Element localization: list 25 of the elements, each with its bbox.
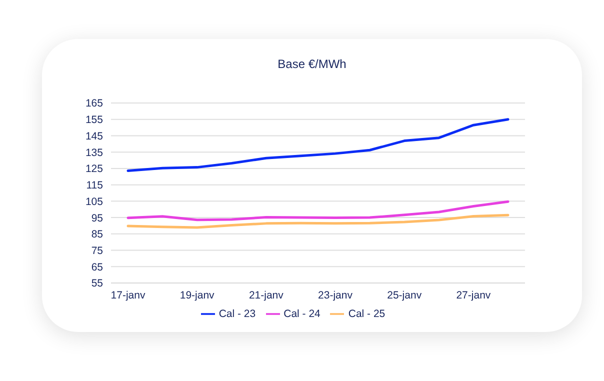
y-tick-label: 55 [91, 278, 104, 290]
x-tick-label: 21-janv [248, 289, 284, 302]
y-tick-label: 165 [85, 98, 104, 110]
y-tick-label: 65 [91, 261, 104, 274]
y-tick-label: 95 [91, 212, 104, 224]
y-tick-label: 115 [86, 180, 104, 192]
x-tick-label: 25-janv [387, 289, 422, 302]
legend-label: Cal - 23 [218, 308, 256, 320]
y-tick-label: 145 [85, 130, 104, 142]
y-tick-label: 135 [85, 146, 104, 159]
y-tick-label: 75 [91, 245, 104, 257]
y-tick-label: 85 [91, 228, 104, 241]
x-tick-label: 17-janv [110, 289, 146, 302]
legend-label: Cal - 24 [284, 308, 320, 320]
x-tick-label: 27-janv [456, 289, 492, 302]
y-tick-label: 105 [85, 196, 104, 208]
y-tick-label: 125 [85, 163, 104, 176]
line-series [126, 200, 510, 222]
y-tick-label: 155 [85, 114, 104, 126]
legend-label: Cal - 25 [348, 308, 386, 320]
line-series [126, 118, 510, 172]
x-tick-label: 23-janv [318, 289, 354, 302]
x-tick-label: 19-janv [180, 289, 216, 302]
line-series [126, 214, 510, 229]
chart-title: Base €/MWh [276, 57, 348, 71]
